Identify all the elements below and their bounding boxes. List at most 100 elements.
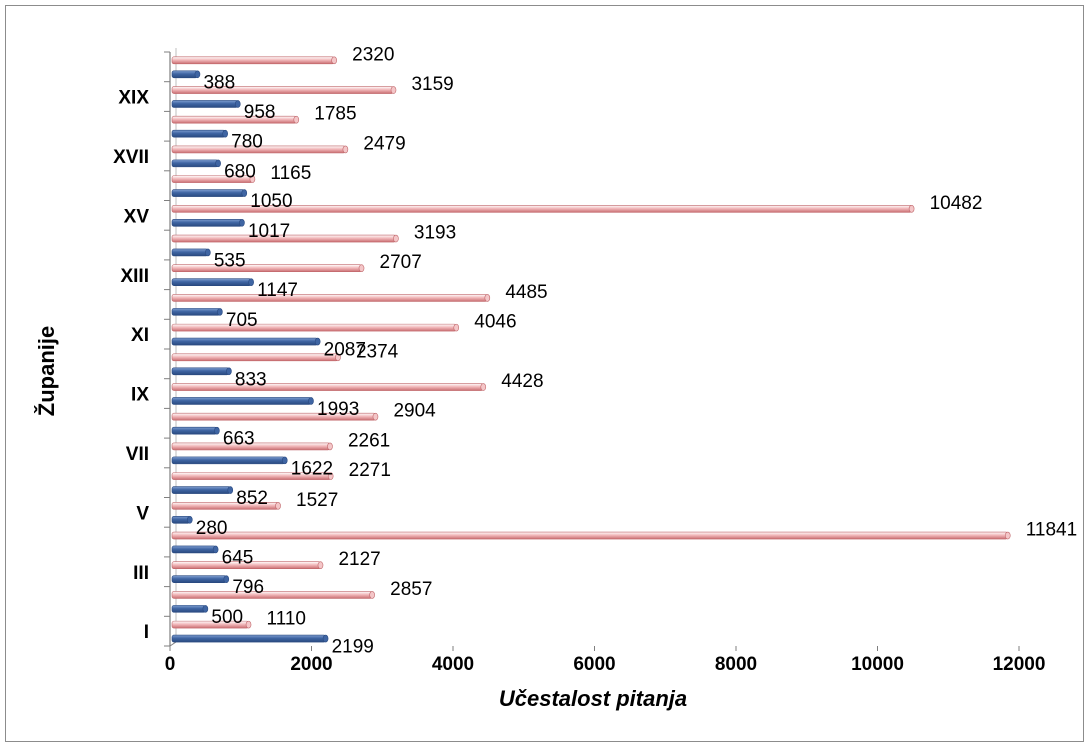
bar-pink-XII	[171, 294, 488, 302]
bar-cap	[239, 218, 245, 227]
bar-blue-XV	[171, 218, 243, 227]
bar-cap	[215, 159, 221, 168]
data-label: 1993	[317, 399, 359, 420]
bar-cap	[331, 56, 337, 65]
data-label: 2127	[338, 549, 380, 570]
bar-blue-XX	[171, 70, 198, 79]
bar-cap	[245, 620, 252, 629]
bar-cap	[393, 234, 399, 243]
bar-cap	[335, 353, 341, 362]
axes	[164, 48, 1020, 651]
data-label: 388	[203, 72, 235, 93]
data-label: 1050	[250, 191, 292, 212]
bar-cap	[241, 189, 248, 197]
data-label: 2374	[356, 341, 399, 362]
bar-cap	[327, 472, 334, 480]
bar-blue-XVII	[171, 159, 219, 168]
bar-blue-II	[171, 605, 206, 613]
y-tick-label: XV	[124, 206, 150, 227]
bar-pink-XX	[171, 56, 335, 65]
data-label: 852	[236, 488, 268, 509]
bar-cap	[372, 412, 379, 421]
data-label: 2261	[348, 430, 390, 451]
bar-cap	[234, 100, 241, 108]
bar-pink-II	[171, 591, 373, 599]
bar-cap	[212, 545, 219, 554]
y-axis-title: Županije	[34, 326, 59, 416]
y-tick-label: V	[136, 503, 149, 524]
data-label: 2087	[324, 340, 366, 361]
data-label: 3159	[411, 74, 453, 95]
bar-cap	[275, 502, 281, 510]
x-axis-title: Učestalost pitanja	[499, 686, 687, 711]
data-label: 2857	[390, 579, 432, 600]
x-tick-label: 6000	[573, 654, 615, 675]
bar-cap	[202, 605, 209, 613]
bar-cap	[358, 264, 365, 273]
data-label: 280	[196, 518, 228, 539]
y-tick-label: IX	[131, 385, 149, 406]
bar-cap	[480, 383, 487, 391]
data-label: 645	[222, 547, 254, 568]
bar-pink-XI	[171, 323, 457, 332]
bar-cap	[217, 308, 223, 316]
bar-cap	[908, 205, 915, 213]
x-tick-label: 8000	[715, 654, 757, 675]
bar-cap	[342, 145, 349, 154]
data-label: 705	[226, 310, 258, 331]
data-label: 796	[232, 577, 264, 598]
bar-pink-X	[171, 353, 339, 362]
bar-blue-IV	[171, 545, 216, 554]
data-label: 1017	[248, 221, 290, 242]
data-label: 1785	[314, 104, 356, 125]
data-label: 1147	[257, 280, 298, 301]
x-tick-labels: 0 2000 4000 6000 8000 10000 12000	[165, 654, 1046, 675]
bar-blue-XIX	[171, 100, 239, 108]
data-label: 780	[231, 132, 263, 153]
bar-chart: 0 2000 4000 6000 8000 10000 12000 IIIIVVIIIXXI…	[34, 44, 1077, 711]
bar-blue-IX	[171, 397, 312, 405]
bar-blue-XII	[171, 308, 221, 316]
y-tick-label: III	[133, 563, 149, 584]
x-tick-label: 0	[165, 654, 176, 675]
bar-cap	[1004, 531, 1011, 540]
data-label: 2479	[363, 133, 405, 154]
bar-cap	[248, 278, 254, 286]
data-label: 1527	[296, 490, 338, 511]
bar-pink-XIII	[171, 264, 362, 273]
bar-cap	[453, 323, 460, 332]
bar-cap	[308, 397, 314, 405]
x-tick-label: 4000	[432, 654, 474, 675]
data-label: 2707	[380, 252, 422, 273]
bar-blue-VIII	[171, 426, 218, 435]
data-label: 4046	[474, 312, 516, 333]
data-label: 2199	[332, 637, 374, 658]
y-tick-label: I	[144, 622, 149, 643]
data-label: 4428	[501, 371, 543, 392]
bar-cap	[322, 634, 329, 643]
bar-cap	[214, 426, 220, 435]
bar-cap	[227, 486, 234, 494]
data-label: 958	[244, 102, 276, 123]
bar-blue-XIII	[171, 278, 252, 286]
bar-cap	[317, 561, 324, 570]
data-label: 11841	[1026, 520, 1077, 541]
bar-cap	[194, 70, 201, 79]
y-tick-label: VII	[126, 444, 149, 465]
y-tick-label: XIII	[120, 266, 149, 287]
data-label: 500	[211, 607, 243, 628]
bar-pink-IX	[171, 383, 484, 391]
data-label: 535	[214, 250, 246, 271]
x-tick-label: 2000	[290, 654, 332, 675]
bar-cap	[369, 591, 375, 599]
bar-cap	[293, 115, 300, 124]
data-label: 1165	[270, 163, 311, 184]
bar-cap	[226, 367, 232, 376]
bar-cap	[484, 294, 491, 302]
y-tick-label: XVII	[113, 147, 149, 168]
data-label: 1110	[267, 609, 306, 630]
bar-blue-XI	[171, 337, 318, 346]
bars	[171, 56, 1011, 643]
bar-cap	[314, 337, 321, 346]
bar-blue-I	[171, 634, 326, 643]
